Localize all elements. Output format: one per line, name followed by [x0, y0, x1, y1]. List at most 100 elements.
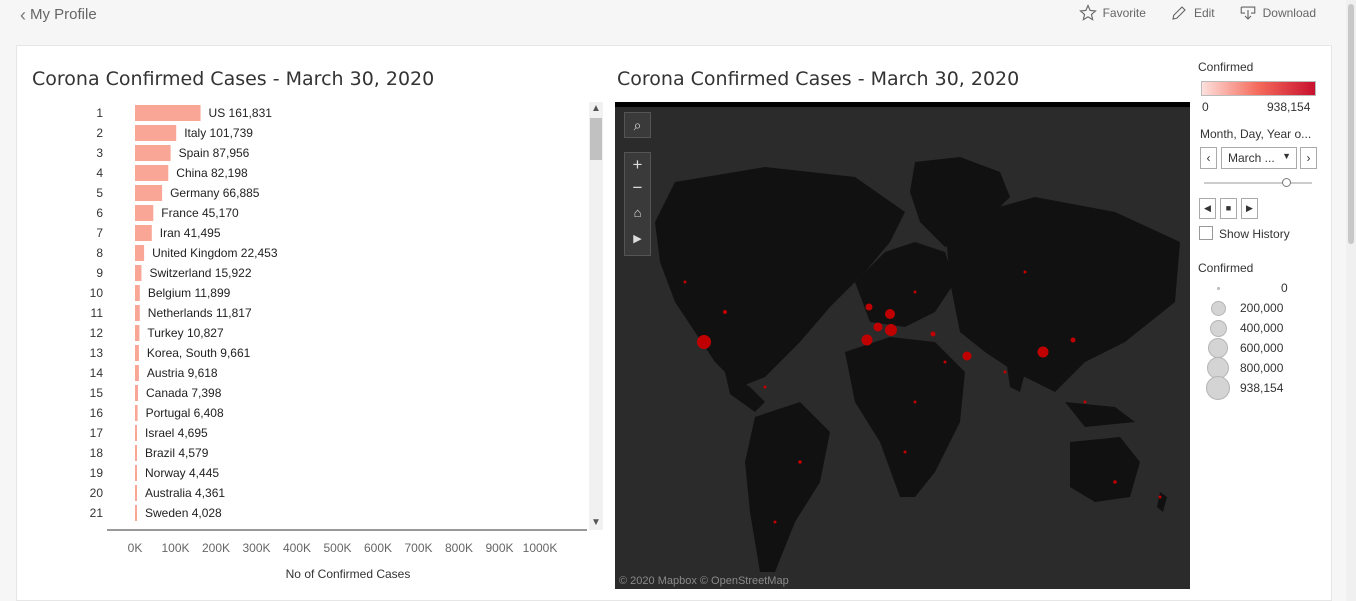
land-central-america	[725, 372, 765, 412]
map-toolbar-expand-button[interactable]: ▶	[625, 225, 650, 253]
marker-misc-6	[943, 360, 947, 364]
marker-korea	[1070, 337, 1076, 343]
world-map[interactable]: ⌕ + − ⌂ ▶ © 2020 Mapbox © OpenStreetMap	[615, 102, 1190, 589]
x-tick-label: 100K	[161, 541, 189, 555]
back-to-profile-link[interactable]: ‹ My Profile	[20, 6, 97, 24]
marker-misc-11	[913, 290, 917, 294]
favorite-button[interactable]: Favorite	[1078, 4, 1146, 22]
bar-row[interactable]: 8 United Kingdom 22,453	[96, 245, 278, 261]
bar-rank: 18	[90, 446, 104, 460]
bar	[135, 325, 140, 341]
marker-misc-9	[1158, 495, 1162, 499]
search-icon: ⌕	[633, 117, 642, 133]
date-slider[interactable]	[1204, 178, 1312, 187]
bar-row[interactable]: 4 China 82,198	[96, 165, 248, 181]
bar-row[interactable]: 15 Canada 7,398	[90, 385, 222, 401]
zoom-out-button[interactable]: −	[625, 177, 650, 201]
bar-row[interactable]: 11 Netherlands 11,817	[91, 305, 252, 321]
page-scrollbar[interactable]	[1346, 0, 1356, 601]
marker-misc-7	[773, 520, 777, 524]
scroll-up-arrow[interactable]: ▲	[591, 103, 601, 114]
marker-misc-2	[763, 385, 767, 389]
favorite-label: Favorite	[1102, 6, 1146, 20]
date-filter-select[interactable]: March ... ▼	[1221, 147, 1297, 169]
bar-label: Korea, South 9,661	[147, 346, 251, 360]
bar-row[interactable]: 14 Austria 9,618	[90, 365, 218, 381]
playback-stop-button[interactable]: ■	[1220, 198, 1237, 219]
zoom-in-button[interactable]: +	[625, 153, 650, 177]
land-south-america	[745, 402, 830, 572]
playback-back-button[interactable]: ◀	[1199, 198, 1216, 219]
bar-label: France 45,170	[161, 206, 239, 220]
download-button[interactable]: Download	[1239, 4, 1316, 22]
edit-button[interactable]: Edit	[1170, 4, 1215, 22]
bar-label: Belgium 11,899	[148, 286, 231, 300]
bar-row[interactable]: 10 Belgium 11,899	[90, 285, 231, 301]
marker-iran	[962, 351, 972, 361]
date-next-button[interactable]: ›	[1300, 147, 1317, 169]
land-australia	[1070, 437, 1140, 502]
chevron-left-icon: ‹	[1206, 151, 1211, 165]
bar	[135, 505, 137, 521]
bar-row[interactable]: 9 Switzerland 15,922	[96, 265, 252, 281]
bar-rank: 10	[90, 286, 104, 300]
minus-icon: −	[632, 178, 643, 197]
show-history-checkbox[interactable]	[1199, 226, 1213, 240]
marker-australia	[1113, 480, 1117, 484]
bar-row[interactable]: 16 Portugal 6,408	[90, 405, 224, 421]
bar	[135, 425, 137, 441]
bar-label: Germany 66,885	[170, 186, 260, 200]
size-legend-title: Confirmed	[1198, 261, 1254, 275]
bar-row[interactable]: 5 Germany 66,885	[96, 185, 260, 201]
bar	[135, 405, 138, 421]
marker-uk	[865, 303, 873, 311]
pencil-icon	[1172, 6, 1186, 20]
marker-germany	[885, 309, 895, 319]
x-tick-label: 800K	[445, 541, 473, 555]
bar-row[interactable]: 20 Australia 4,361	[90, 485, 226, 501]
bar-rank: 16	[90, 406, 104, 420]
x-tick-label: 500K	[323, 541, 351, 555]
bar-label: Turkey 10,827	[147, 326, 224, 340]
bar-label: Switzerland 15,922	[149, 266, 251, 280]
bar-rank: 12	[90, 326, 104, 340]
bar-chart-scrollbar[interactable]: ▲ ▼	[589, 102, 603, 530]
bar-rank: 13	[90, 346, 104, 360]
bar-rank: 3	[96, 146, 103, 160]
date-prev-button[interactable]: ‹	[1200, 147, 1217, 169]
bar-chart-scroll-thumb[interactable]	[590, 118, 602, 160]
back-label: My Profile	[30, 6, 97, 23]
date-slider-knob[interactable]	[1282, 178, 1291, 187]
bar-row[interactable]: 13 Korea, South 9,661	[90, 345, 251, 361]
bar-row[interactable]: 3 Spain 87,956	[96, 145, 250, 161]
marker-misc-8	[903, 450, 907, 454]
bar-rank: 8	[96, 246, 103, 260]
bar-label: Iran 41,495	[160, 226, 221, 240]
bar-row[interactable]: 18 Brazil 4,579	[90, 445, 209, 461]
dropdown-arrow-icon: ▼	[1282, 151, 1291, 161]
map-title: Corona Confirmed Cases - March 30, 2020	[617, 68, 1020, 90]
bar-rank: 17	[90, 426, 104, 440]
bar-label: Israel 4,695	[145, 426, 208, 440]
size-legend-circle	[1216, 286, 1220, 290]
page-scrollbar-thumb[interactable]	[1348, 4, 1354, 244]
map-search-button[interactable]: ⌕	[624, 112, 651, 138]
land-north-america	[655, 167, 905, 387]
bar-row[interactable]: 19 Norway 4,445	[90, 465, 220, 481]
zoom-home-button[interactable]: ⌂	[625, 201, 650, 225]
bar-rank: 7	[96, 226, 103, 240]
stop-icon: ■	[1225, 203, 1232, 213]
bar-row[interactable]: 12 Turkey 10,827	[90, 325, 224, 341]
bar-row[interactable]: 6 France 45,170	[96, 205, 239, 221]
playback-forward-button[interactable]: ▶	[1241, 198, 1258, 219]
scroll-down-arrow[interactable]: ▼	[591, 517, 601, 528]
bar-row[interactable]: 17 Israel 4,695	[90, 425, 208, 441]
bar-row[interactable]: 7 Iran 41,495	[96, 225, 221, 241]
bar-row[interactable]: 1 US 161,831	[96, 105, 272, 121]
star-icon	[1078, 4, 1097, 21]
land-europe	[855, 242, 955, 327]
bar-row[interactable]: 21 Sweden 4,028	[90, 505, 222, 521]
marker-china	[1037, 346, 1049, 358]
land-asia	[945, 197, 1180, 392]
bar-row[interactable]: 2 Italy 101,739	[96, 125, 253, 141]
